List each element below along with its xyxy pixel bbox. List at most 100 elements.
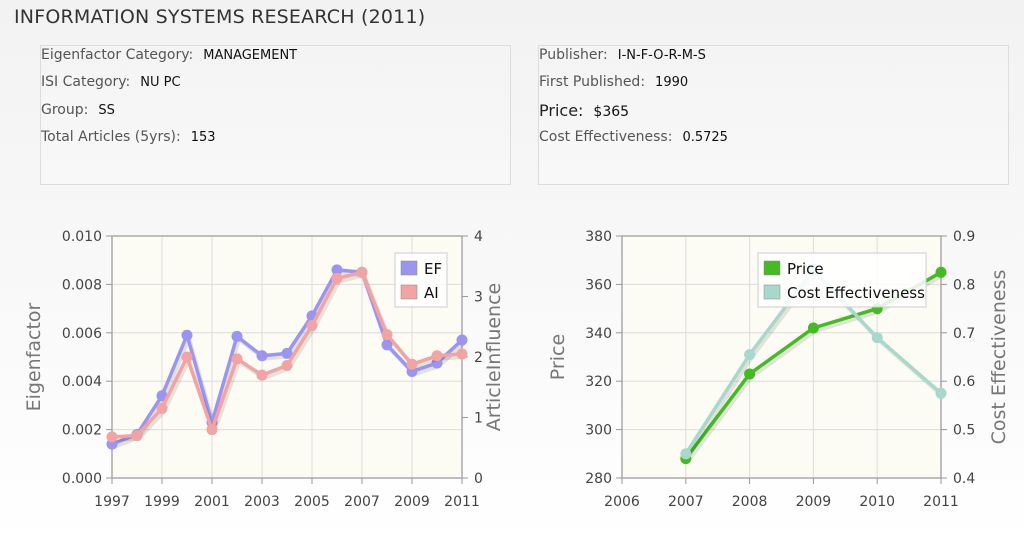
- data-point-cost-effectiveness: [935, 387, 947, 399]
- x-tick-label: 2001: [194, 494, 230, 510]
- info-value: MANAGEMENT: [203, 48, 298, 63]
- x-tick-label: 2010: [859, 494, 895, 510]
- x-tick-label: 1997: [94, 494, 130, 510]
- y-tick-label: 360: [585, 277, 612, 293]
- page-title: INFORMATION SYSTEMS RESEARCH (2011): [14, 6, 426, 28]
- eigenfactor-chart: 0.000 0.002 0.004 0.006 0.008 0.010 0 1 2 3 4 1997 1…: [23, 229, 505, 510]
- info-value: $365: [593, 104, 630, 120]
- legend-label: EF: [424, 260, 442, 278]
- data-point-ai: [181, 351, 193, 363]
- y-tick-label: 0.008: [62, 277, 102, 293]
- legend-label: Cost Effectiveness: [787, 284, 925, 302]
- data-point-price: [807, 322, 819, 334]
- y-tick-label: 0.002: [62, 423, 102, 439]
- data-point-ef: [381, 339, 393, 351]
- y2-tick-label: 1: [474, 411, 483, 427]
- info-row-total-articles: Total Articles (5yrs): 153: [41, 129, 216, 145]
- data-point-ai: [381, 329, 393, 341]
- data-point-ef: [231, 330, 243, 342]
- legend-box: [757, 252, 927, 308]
- data-point-ai: [156, 402, 168, 414]
- legend-swatch-price: [763, 260, 781, 276]
- y2-tick-label: 0.6: [953, 374, 975, 390]
- info-value: 1990: [655, 75, 689, 90]
- plot-frame: [621, 235, 942, 479]
- info-row-price: Price: $365: [539, 101, 629, 120]
- legend-swatch-ef: [400, 260, 418, 276]
- data-point-ai: [256, 369, 268, 381]
- info-value: SS: [98, 103, 115, 118]
- y-tick-label: 0.000: [62, 471, 102, 487]
- info-label: Cost Effectiveness:: [539, 129, 673, 145]
- data-point-ai: [356, 266, 368, 278]
- data-point-ef: [331, 264, 343, 276]
- y2-axis-title: Cost Effectiveness: [988, 270, 1010, 445]
- info-value: 153: [190, 130, 216, 145]
- y2-tick-label: 0: [474, 471, 483, 487]
- y2-tick-label: 4: [474, 229, 483, 245]
- y-tick-label: 340: [585, 326, 612, 342]
- y-tick-label: 0.004: [62, 374, 102, 390]
- info-row-cost-effectiveness: Cost Effectiveness: 0.5725: [539, 129, 728, 145]
- info-label: Publisher:: [539, 47, 608, 63]
- y-tick-label: 380: [585, 229, 612, 245]
- data-point-ai: [131, 430, 143, 442]
- y2-tick-label: 2: [474, 350, 483, 366]
- data-point-ai: [206, 424, 218, 436]
- x-tick-label: 2007: [668, 494, 704, 510]
- data-point-ai: [431, 350, 443, 362]
- data-point-ef: [256, 350, 268, 362]
- info-row-eigenfactor-category: Eigenfactor Category: MANAGEMENT: [41, 47, 297, 63]
- y2-tick-label: 0.9: [953, 229, 975, 245]
- info-label: Total Articles (5yrs):: [41, 129, 181, 145]
- data-point-price: [935, 266, 947, 278]
- y2-tick-label: 0.4: [953, 471, 975, 487]
- x-tick-label: 2009: [796, 494, 832, 510]
- data-point-ef: [181, 329, 193, 341]
- journal-info-left: Eigenfactor Category: MANAGEMENT ISI Cate…: [40, 45, 511, 185]
- data-point-cost-effectiveness: [871, 332, 883, 344]
- info-label: Group:: [41, 102, 89, 118]
- x-tick-label: 2007: [344, 494, 380, 510]
- data-point-ef: [156, 390, 168, 402]
- legend-swatch-cost-effectiveness: [763, 284, 781, 300]
- data-point-cost-effectiveness: [680, 448, 692, 460]
- data-point-ai: [456, 348, 468, 360]
- chart-legend: EF AI: [394, 252, 448, 308]
- legend-swatch-ai: [400, 284, 418, 300]
- info-row-first-published: First Published: 1990: [539, 74, 688, 90]
- y-tick-label: 0.006: [62, 326, 102, 342]
- data-point-ai: [231, 353, 243, 365]
- info-label: First Published:: [539, 74, 646, 90]
- y-tick-label: 320: [585, 374, 612, 390]
- x-tick-label: 2011: [444, 494, 480, 510]
- price-chart: 280 300 320 340 360 380 0.4 0.5 0.6 0.7 0.8 0.9 2006…: [547, 229, 1010, 510]
- x-tick-label: 2009: [394, 494, 430, 510]
- y-tick-label: 280: [585, 471, 612, 487]
- chart-legend: Price Cost Effectiveness: [757, 252, 927, 308]
- y2-tick-label: 3: [474, 290, 483, 306]
- y-tick-label: 0.010: [62, 229, 102, 245]
- info-label: Eigenfactor Category:: [41, 47, 194, 63]
- y2-tick-label: 0.5: [953, 423, 975, 439]
- x-tick-label: 2011: [923, 494, 959, 510]
- data-point-ef: [281, 347, 293, 359]
- data-point-ai: [406, 358, 418, 370]
- info-row-isi-category: ISI Category: NU PC: [41, 74, 181, 90]
- data-point-price: [744, 368, 756, 380]
- data-point-ai: [331, 272, 343, 284]
- y2-axis-title: ArticleInfluence: [483, 283, 505, 431]
- info-value: NU PC: [140, 75, 181, 90]
- y-axis-title: Price: [547, 334, 569, 380]
- data-point-ai: [106, 431, 118, 443]
- info-value: I-N-F-O-R-M-S: [617, 48, 706, 63]
- info-label: ISI Category:: [41, 74, 131, 90]
- data-point-ai: [306, 320, 318, 332]
- y-axis-title: Eigenfactor: [23, 302, 45, 411]
- y2-tick-label: 0.8: [953, 277, 975, 293]
- data-point-ef: [456, 334, 468, 346]
- x-tick-label: 2006: [604, 494, 640, 510]
- x-tick-label: 2003: [244, 494, 280, 510]
- x-tick-label: 2008: [732, 494, 768, 510]
- journal-info-right: Publisher: I-N-F-O-R-M-S First Published:…: [538, 45, 1009, 185]
